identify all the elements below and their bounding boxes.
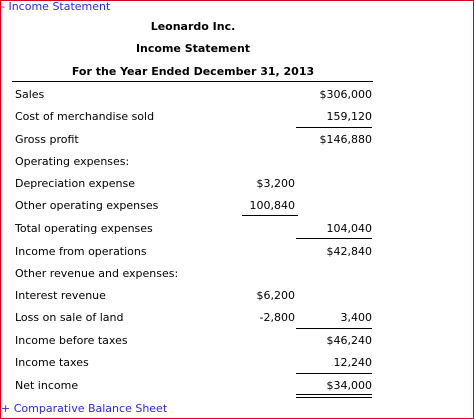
statement-row: Gross profit $146,880	[15, 133, 375, 155]
statement-row: Operating expenses:	[15, 155, 375, 177]
row-label: Total operating expenses	[15, 222, 153, 235]
row-label: Other operating expenses	[15, 199, 159, 212]
row-label: Income before taxes	[15, 334, 128, 347]
company-name: Leonardo Inc.	[150, 20, 236, 33]
statement-row: Loss on sale of land -2,800 3,400	[15, 311, 375, 333]
statement-row: Interest revenue $6,200	[15, 289, 375, 311]
row-col1-value: 100,840	[249, 199, 296, 212]
statement-row: Other operating expenses 100,840	[15, 199, 375, 221]
row-col1-value: -2,800	[259, 311, 295, 324]
row-col2-value: $146,880	[319, 133, 373, 146]
subtotal-rule	[296, 328, 372, 329]
row-col1-value: $6,200	[256, 289, 296, 302]
statement-row: Sales $306,000	[15, 88, 375, 110]
subtotal-rule	[296, 238, 372, 239]
row-label: Gross profit	[15, 133, 79, 146]
statement-row: Depreciation expense $3,200	[15, 177, 375, 199]
row-col2-value: 104,040	[326, 222, 373, 235]
income-statement-collapse-link[interactable]: - Income Statement	[1, 0, 111, 13]
row-label: Other revenue and expenses:	[15, 267, 179, 280]
statement-row: Other revenue and expenses:	[15, 267, 375, 289]
row-label: Depreciation expense	[15, 177, 135, 190]
double-underline-bottom	[296, 397, 372, 398]
header-rule	[12, 81, 373, 82]
row-col2-value: 12,240	[333, 356, 373, 369]
statement-row: Net income $34,000	[15, 379, 375, 401]
statement-period: For the Year Ended December 31, 2013	[71, 65, 315, 78]
row-label: Interest revenue	[15, 289, 106, 302]
subtotal-rule	[296, 127, 372, 128]
row-col1-value: $3,200	[256, 177, 296, 190]
row-col2-value: $42,840	[326, 245, 373, 258]
row-col2-value: $46,240	[326, 334, 373, 347]
statement-row: Total operating expenses 104,040	[15, 222, 375, 244]
row-label: Loss on sale of land	[15, 311, 124, 324]
subtotal-rule	[242, 215, 298, 216]
row-col2-value: 3,400	[340, 311, 373, 324]
row-label: Operating expenses:	[15, 155, 130, 168]
row-col2-value: $34,000	[326, 379, 373, 392]
comparative-balance-sheet-expand-link[interactable]: + Comparative Balance Sheet	[1, 402, 168, 415]
statement-row: Income taxes 12,240	[15, 356, 375, 378]
subtotal-rule	[296, 373, 372, 374]
row-label: Sales	[15, 88, 45, 101]
row-col2-value: 159,120	[326, 110, 373, 123]
statement-row: Income from operations $42,840	[15, 245, 375, 267]
statement-title: Income Statement	[135, 42, 251, 55]
row-label: Income taxes	[15, 356, 89, 369]
statement-row: Income before taxes $46,240	[15, 334, 375, 356]
row-label: Cost of merchandise sold	[15, 110, 155, 123]
row-label: Net income	[15, 379, 79, 392]
double-underline-top	[296, 394, 372, 395]
row-col2-value: $306,000	[319, 88, 373, 101]
statement-row: Cost of merchandise sold 159,120	[15, 110, 375, 132]
row-label: Income from operations	[15, 245, 147, 258]
